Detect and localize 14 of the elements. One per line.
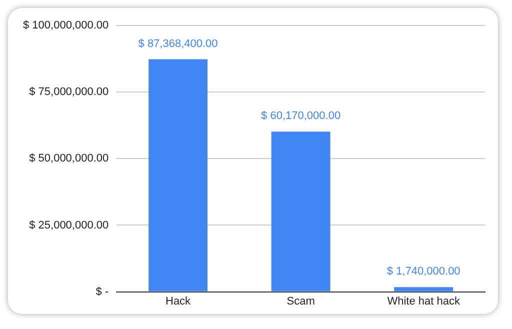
y-tick-label: $ 100,000,000.00 — [22, 20, 109, 32]
x-tick-label: Hack — [166, 295, 192, 308]
x-tick-label: Scam — [286, 295, 315, 308]
y-tick-label: $ - — [96, 286, 109, 298]
bar — [271, 132, 330, 292]
y-tick-label: $ 75,000,000.00 — [29, 86, 109, 98]
bar — [394, 287, 454, 292]
y-tick-label: $ 50,000,000.00 — [29, 152, 109, 165]
bar — [148, 59, 208, 292]
data-label: $ 87,368,400.00 — [138, 38, 218, 50]
x-tick-label: White hat hack — [387, 295, 460, 308]
y-tick-label: $ 25,000,000.00 — [29, 219, 109, 232]
data-label: $ 60,170,000.00 — [261, 110, 341, 122]
data-label: $ 1,740,000.00 — [386, 266, 460, 278]
